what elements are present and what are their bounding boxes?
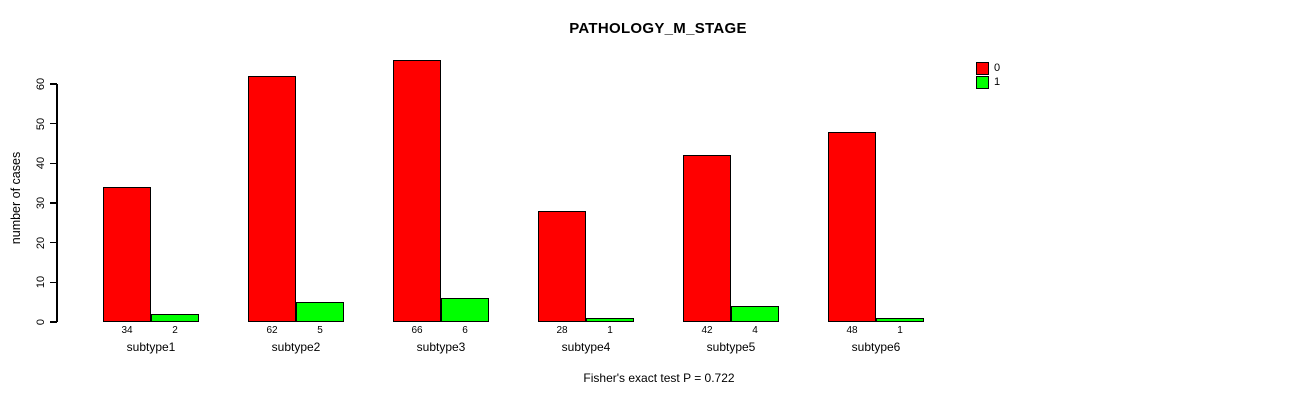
bar-value-label-0-subtype4: 28 <box>556 325 568 336</box>
bar-value-label-0-subtype6: 48 <box>846 325 858 336</box>
bar-value-label-1-subtype3: 6 <box>462 325 468 336</box>
y-axis-tick <box>50 83 57 85</box>
bar-0-subtype2 <box>248 76 296 322</box>
bar-0-subtype4 <box>538 211 586 322</box>
y-axis-tick <box>50 122 57 125</box>
bar-value-label-0-subtype2: 62 <box>266 325 278 336</box>
y-axis-tick-label: 60 <box>35 77 47 91</box>
y-axis-label: number of cases <box>9 151 23 245</box>
legend-swatch-0 <box>976 62 989 75</box>
bar-value-label-1-subtype1: 2 <box>172 325 178 336</box>
bar-1-subtype3 <box>441 298 489 322</box>
chart-title: PATHOLOGY_M_STAGE <box>569 20 747 37</box>
y-axis-tick-label: 40 <box>35 157 47 170</box>
x-axis-category-label-subtype6: subtype6 <box>851 340 901 354</box>
footer-stat-text: Fisher's exact test P = 0.722 <box>583 371 735 385</box>
y-axis-tick <box>50 202 57 204</box>
x-axis-category-label-subtype5: subtype5 <box>706 340 756 354</box>
bar-value-label-1-subtype2: 5 <box>317 325 323 336</box>
legend-swatch-1 <box>976 76 989 89</box>
bar-value-label-1-subtype5: 4 <box>752 325 758 336</box>
y-axis-tick <box>50 241 57 244</box>
legend-label-0: 0 <box>994 62 1001 74</box>
bar-value-label-0-subtype1: 34 <box>121 325 133 336</box>
legend-entry-0: 0 <box>976 62 1000 75</box>
bar-1-subtype5 <box>731 306 779 322</box>
legend-label-1: 1 <box>994 76 1001 88</box>
bar-value-label-1-subtype6: 1 <box>897 325 903 336</box>
bar-0-subtype3 <box>393 60 441 322</box>
x-axis-category-label-subtype1: subtype1 <box>126 340 176 354</box>
x-axis-category-label-subtype4: subtype4 <box>561 340 611 354</box>
y-axis-tick-label: 0 <box>35 318 47 326</box>
y-axis-tick-label: 30 <box>35 196 47 210</box>
bar-1-subtype6 <box>876 318 924 322</box>
bar-1-subtype4 <box>586 318 634 322</box>
bar-1-subtype2 <box>296 302 344 322</box>
y-axis-tick-label: 20 <box>35 236 47 249</box>
x-axis-category-label-subtype3: subtype3 <box>416 340 466 354</box>
bar-value-label-0-subtype3: 66 <box>411 325 423 336</box>
bar-value-label-0-subtype5: 42 <box>701 325 713 336</box>
y-axis-tick-label: 10 <box>35 276 47 289</box>
bar-0-subtype6 <box>828 132 876 322</box>
y-axis-tick <box>50 321 57 323</box>
bar-value-label-1-subtype4: 1 <box>607 325 613 336</box>
y-axis-tick <box>50 162 57 165</box>
x-axis-category-label-subtype2: subtype2 <box>271 340 321 354</box>
bar-1-subtype1 <box>151 314 199 322</box>
legend-entry-1: 1 <box>976 76 1000 89</box>
bar-0-subtype5 <box>683 155 731 322</box>
y-axis-tick <box>50 281 57 284</box>
y-axis-tick-label: 50 <box>35 117 47 130</box>
bar-0-subtype1 <box>103 187 151 322</box>
